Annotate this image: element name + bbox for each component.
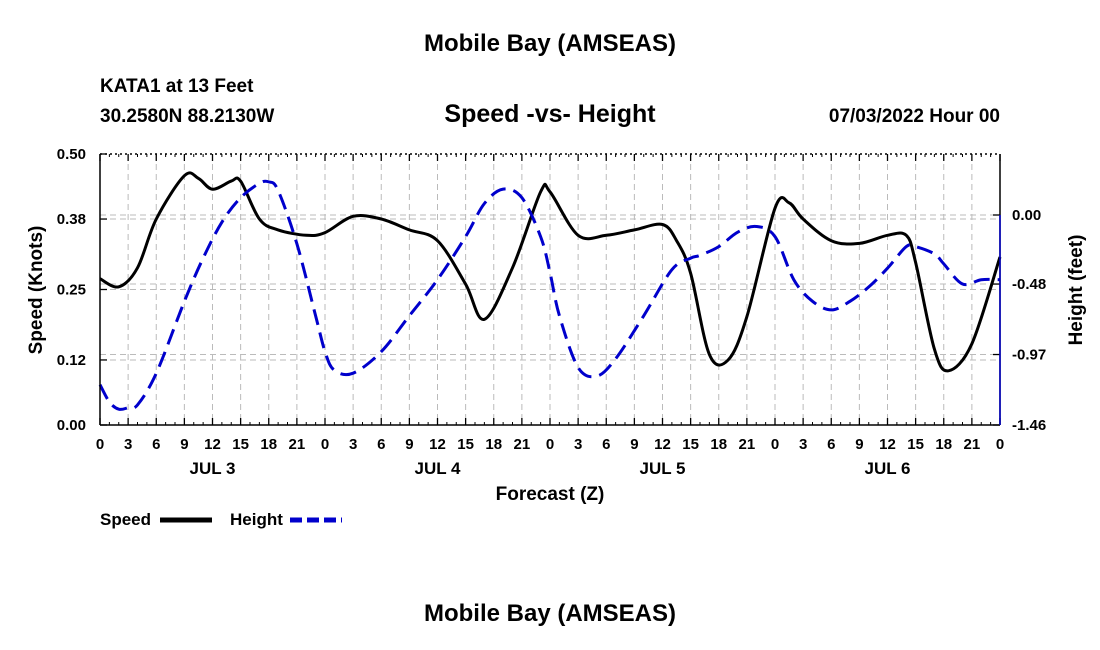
y-tick-label: 0.25 — [57, 282, 86, 299]
x-tick-label: 21 — [289, 436, 306, 453]
legend: Speed Height — [100, 510, 342, 529]
x-tick-label: 9 — [855, 436, 863, 453]
station-coordinates: 30.2580N 88.2130W — [100, 106, 275, 127]
series-layer — [98, 171, 1002, 411]
y2-tick-label: -0.97 — [1012, 347, 1046, 364]
x-tick-label: 3 — [574, 436, 582, 453]
y-tick-label: 0.00 — [57, 417, 86, 434]
x-tick-label: 6 — [827, 436, 835, 453]
x-tick-label: 0 — [771, 436, 779, 453]
x-tick-label: 6 — [602, 436, 610, 453]
y-tick-label: 0.12 — [57, 352, 86, 369]
y-tick-label: 0.50 — [57, 146, 86, 163]
x-tick-label: 0 — [321, 436, 329, 453]
x-tick-label: 12 — [429, 436, 446, 453]
axis-labels: 0 3 6 9 12 15 18 21 0 3 6 9 12 15 18 21 0 3 6 9 12 15 18 21 0 3 6 9… — [26, 146, 1087, 505]
plot-frame — [99, 153, 1001, 426]
x-tick-label: 18 — [710, 436, 727, 453]
x-tick-label: 21 — [514, 436, 531, 453]
x-tick-label: 0 — [96, 436, 104, 453]
day-label: JUL 5 — [640, 459, 686, 478]
y2-tick-label: 0.00 — [1012, 207, 1041, 224]
speed-series-line — [99, 171, 1002, 373]
y-tick-label: 0.38 — [57, 211, 86, 228]
x-tick-label: 0 — [546, 436, 554, 453]
x-tick-label: 15 — [457, 436, 474, 453]
x-tick-label: 21 — [964, 436, 981, 453]
y2-tick-label: -1.46 — [1012, 417, 1046, 434]
x-tick-label: 6 — [377, 436, 385, 453]
x-tick-label: 12 — [654, 436, 671, 453]
x-tick-label: 12 — [204, 436, 221, 453]
x-tick-label: 9 — [405, 436, 413, 453]
y-axis-title: Speed (Knots) — [26, 226, 47, 355]
x-axis-title: Forecast (Z) — [496, 484, 605, 505]
x-tick-label: 18 — [260, 436, 277, 453]
day-label: JUL 6 — [865, 459, 911, 478]
x-tick-label: 21 — [739, 436, 756, 453]
x-tick-label: 15 — [682, 436, 699, 453]
height-series-line — [98, 179, 1001, 411]
x-tick-label: 12 — [879, 436, 896, 453]
x-tick-label: 6 — [152, 436, 160, 453]
x-tick-label: 3 — [124, 436, 132, 453]
chart-title: Mobile Bay (AMSEAS) — [423, 30, 677, 57]
station-label: KATA1 at 13 Feet — [100, 76, 254, 97]
x-tick-label: 0 — [996, 436, 1004, 453]
y2-axis-title: Height (feet) — [1066, 235, 1087, 346]
forecast-issue-time: 07/03/2022 Hour 00 — [828, 106, 1000, 127]
y2-tick-label: -0.48 — [1012, 276, 1046, 293]
chart-subtitle: Speed -vs- Height — [444, 100, 656, 128]
x-tick-label: 18 — [935, 436, 952, 453]
x-tick-label: 3 — [799, 436, 807, 453]
legend-label-height: Height — [230, 510, 283, 529]
x-tick-label: 9 — [630, 436, 638, 453]
day-label: JUL 4 — [415, 459, 462, 478]
grid — [100, 154, 1000, 425]
x-tick-label: 3 — [349, 436, 357, 453]
x-tick-label: 9 — [180, 436, 188, 453]
x-tick-label: 15 — [907, 436, 924, 453]
x-tick-label: 15 — [232, 436, 249, 453]
next-chart-title: Mobile Bay (AMSEAS) — [423, 600, 677, 627]
x-tick-label: 18 — [485, 436, 502, 453]
legend-label-speed: Speed — [100, 510, 151, 529]
day-label: JUL 3 — [190, 459, 236, 478]
